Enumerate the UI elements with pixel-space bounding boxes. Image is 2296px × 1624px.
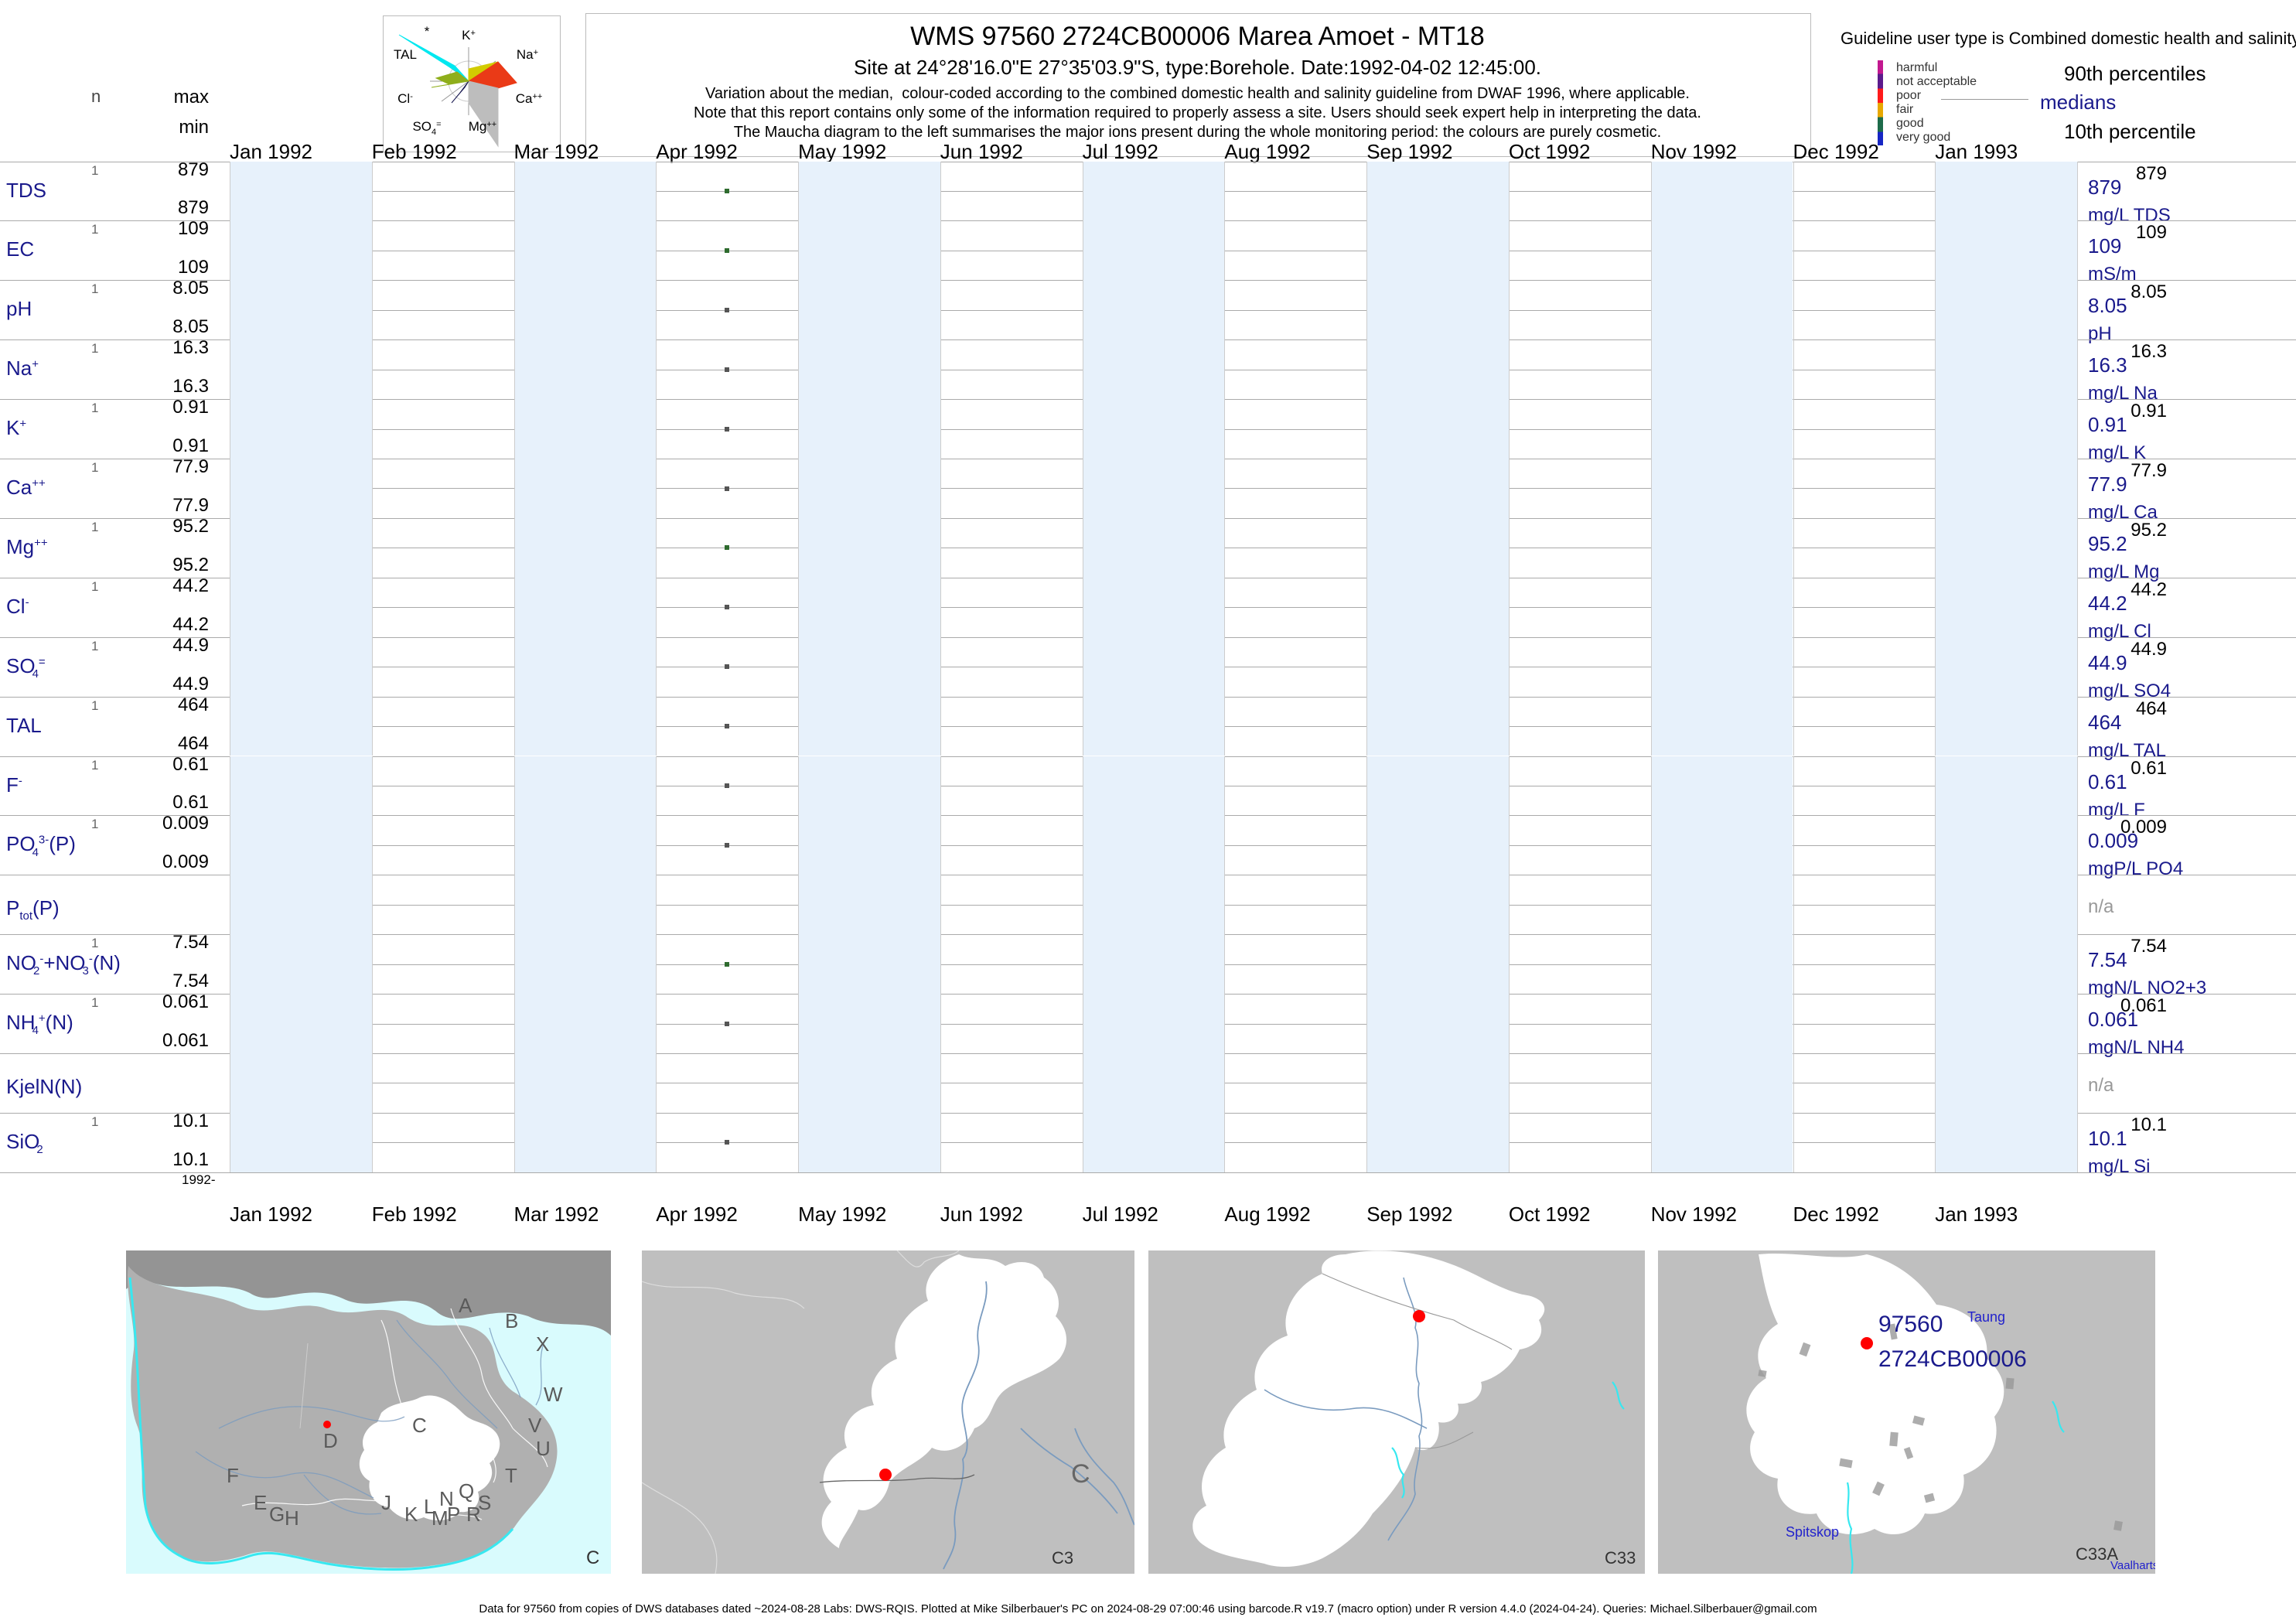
svg-text:U: U	[536, 1437, 551, 1460]
svg-text:K+: K+	[462, 28, 476, 43]
svg-text:W: W	[544, 1383, 563, 1406]
svg-text:97560: 97560	[1878, 1312, 1943, 1337]
svg-text:R: R	[466, 1503, 481, 1526]
svg-text:J: J	[381, 1491, 391, 1514]
svg-text:Spitskop: Spitskop	[1786, 1524, 1839, 1540]
svg-text:G: G	[269, 1503, 285, 1526]
svg-text:A: A	[459, 1294, 473, 1317]
svg-text:F: F	[227, 1464, 239, 1487]
svg-text:C: C	[586, 1547, 599, 1568]
svg-text:Q: Q	[459, 1479, 474, 1503]
svg-text:B: B	[505, 1309, 518, 1332]
svg-text:SO4=: SO4=	[412, 119, 441, 137]
svg-text:D: D	[323, 1429, 338, 1452]
svg-text:M: M	[432, 1506, 449, 1530]
svg-text:H: H	[285, 1506, 299, 1530]
svg-text:Cl-: Cl-	[397, 91, 413, 106]
svg-text:2724CB00006: 2724CB00006	[1878, 1346, 2027, 1372]
svg-text:*: *	[425, 24, 430, 39]
svg-text:X: X	[536, 1332, 549, 1356]
svg-text:Ca++: Ca++	[516, 91, 543, 106]
svg-text:C33: C33	[1605, 1548, 1636, 1568]
svg-text:T: T	[505, 1464, 517, 1487]
svg-text:V: V	[528, 1414, 542, 1437]
svg-text:C: C	[1071, 1459, 1090, 1489]
svg-text:TAL: TAL	[394, 47, 417, 62]
svg-text:C3: C3	[1052, 1548, 1073, 1568]
svg-text:Vaalharts: Vaalharts	[2110, 1559, 2155, 1572]
svg-text:K: K	[404, 1503, 418, 1526]
svg-text:P: P	[447, 1503, 460, 1526]
svg-text:Na+: Na+	[517, 47, 538, 62]
svg-text:C: C	[412, 1414, 427, 1437]
svg-text:Taung: Taung	[1967, 1309, 2005, 1325]
svg-text:E: E	[254, 1491, 267, 1514]
